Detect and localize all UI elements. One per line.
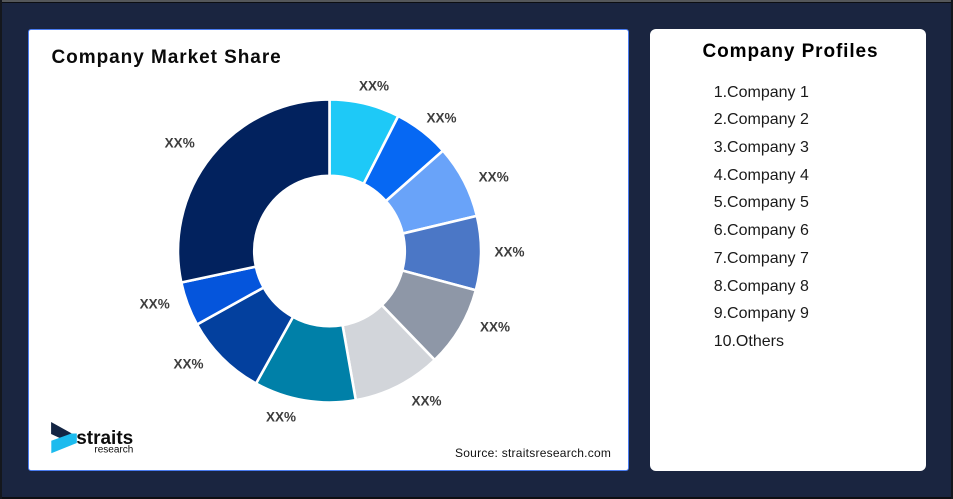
svg-text:straits: straits (76, 428, 133, 449)
svg-text:research: research (94, 445, 133, 456)
